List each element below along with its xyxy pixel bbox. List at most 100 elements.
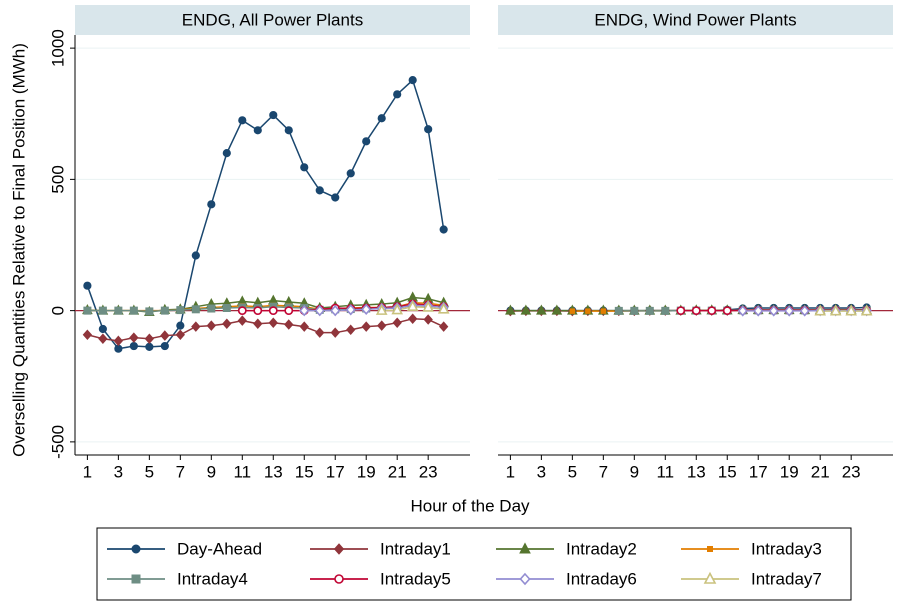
x-tick-label: 17 (326, 462, 345, 481)
marker (424, 125, 433, 134)
marker (253, 306, 263, 316)
x-tick-label: 23 (419, 462, 438, 481)
legend-item: Intraday5 (310, 569, 451, 588)
y-tick-label: 0 (48, 306, 67, 315)
marker (145, 307, 154, 316)
legend-item: Intraday7 (681, 569, 822, 588)
marker (268, 317, 278, 328)
x-tick-label: 19 (780, 462, 799, 481)
legend-marker (131, 544, 141, 554)
x-tick-label: 17 (749, 462, 768, 481)
legend-item: Day-Ahead (107, 539, 262, 558)
marker (129, 332, 139, 343)
marker (346, 169, 355, 178)
marker (737, 305, 748, 317)
marker (860, 304, 873, 316)
marker (661, 306, 670, 315)
x-tick-label: 1 (83, 462, 92, 481)
marker (362, 137, 371, 146)
x-tick-label: 11 (233, 462, 251, 481)
marker (314, 304, 325, 317)
x-tick-label: 3 (537, 462, 546, 481)
marker (284, 306, 294, 316)
x-tick-label: 21 (811, 462, 830, 481)
marker (392, 317, 402, 328)
marker (722, 306, 732, 316)
panel-title-strip (498, 5, 893, 35)
marker (505, 304, 516, 315)
marker (160, 341, 169, 351)
marker (144, 333, 155, 344)
x-tick-label: 21 (388, 462, 407, 481)
marker (408, 76, 417, 85)
legend-box (96, 527, 852, 601)
x-axis-label: Hour of the Day (410, 496, 530, 515)
marker (83, 281, 92, 290)
marker (268, 306, 278, 316)
marker (222, 149, 231, 158)
marker (406, 299, 419, 311)
marker (145, 342, 154, 351)
series-line (87, 318, 444, 342)
x-tick-label: 15 (295, 462, 314, 481)
marker (569, 308, 576, 314)
marker (82, 329, 93, 341)
marker (438, 321, 449, 332)
panel-title-strip (75, 5, 470, 35)
legend-marker (334, 574, 344, 584)
marker (207, 200, 216, 209)
x-tick-label: 15 (718, 462, 737, 481)
x-tick-label: 23 (842, 462, 861, 481)
x-tick-label: 11 (656, 462, 674, 481)
marker (330, 304, 341, 317)
legend-marker (131, 574, 141, 584)
marker (114, 344, 123, 353)
marker (315, 327, 325, 338)
marker (361, 321, 371, 332)
legend-marker (707, 546, 713, 552)
x-tick-label: 13 (264, 462, 283, 481)
marker (645, 306, 654, 315)
x-tick-label: 19 (357, 462, 376, 481)
marker (299, 321, 309, 332)
legend-marker (519, 572, 531, 586)
marker (439, 225, 448, 234)
marker (630, 306, 639, 315)
legend-label: Intraday1 (380, 539, 451, 558)
marker (160, 330, 170, 341)
marker (330, 327, 340, 338)
marker (269, 110, 278, 120)
marker (799, 305, 810, 317)
marker (377, 320, 387, 331)
legend-label: Intraday5 (380, 569, 451, 588)
marker (222, 304, 231, 312)
x-tick-label: 5 (568, 462, 577, 481)
legend-label: Intraday3 (751, 539, 822, 558)
marker (206, 320, 216, 331)
marker (614, 306, 623, 315)
marker (191, 305, 200, 314)
marker (300, 163, 309, 172)
legend-item: Intraday1 (310, 539, 451, 558)
marker (222, 318, 232, 330)
marker (707, 306, 717, 316)
legend-label: Intraday4 (177, 569, 248, 588)
x-tick-label: 3 (114, 462, 123, 481)
marker (331, 193, 340, 202)
marker (361, 303, 372, 316)
marker (253, 318, 263, 330)
marker (176, 321, 185, 330)
marker (520, 304, 532, 315)
marker (536, 304, 547, 315)
marker (676, 306, 686, 316)
legend-label: Intraday2 (566, 539, 637, 558)
y-tick-label: -500 (48, 425, 67, 459)
x-tick-label: 7 (599, 462, 608, 481)
marker (237, 306, 247, 316)
marker (98, 306, 107, 315)
legend-label: Intraday6 (566, 569, 637, 588)
marker (191, 321, 201, 332)
marker (375, 303, 388, 315)
